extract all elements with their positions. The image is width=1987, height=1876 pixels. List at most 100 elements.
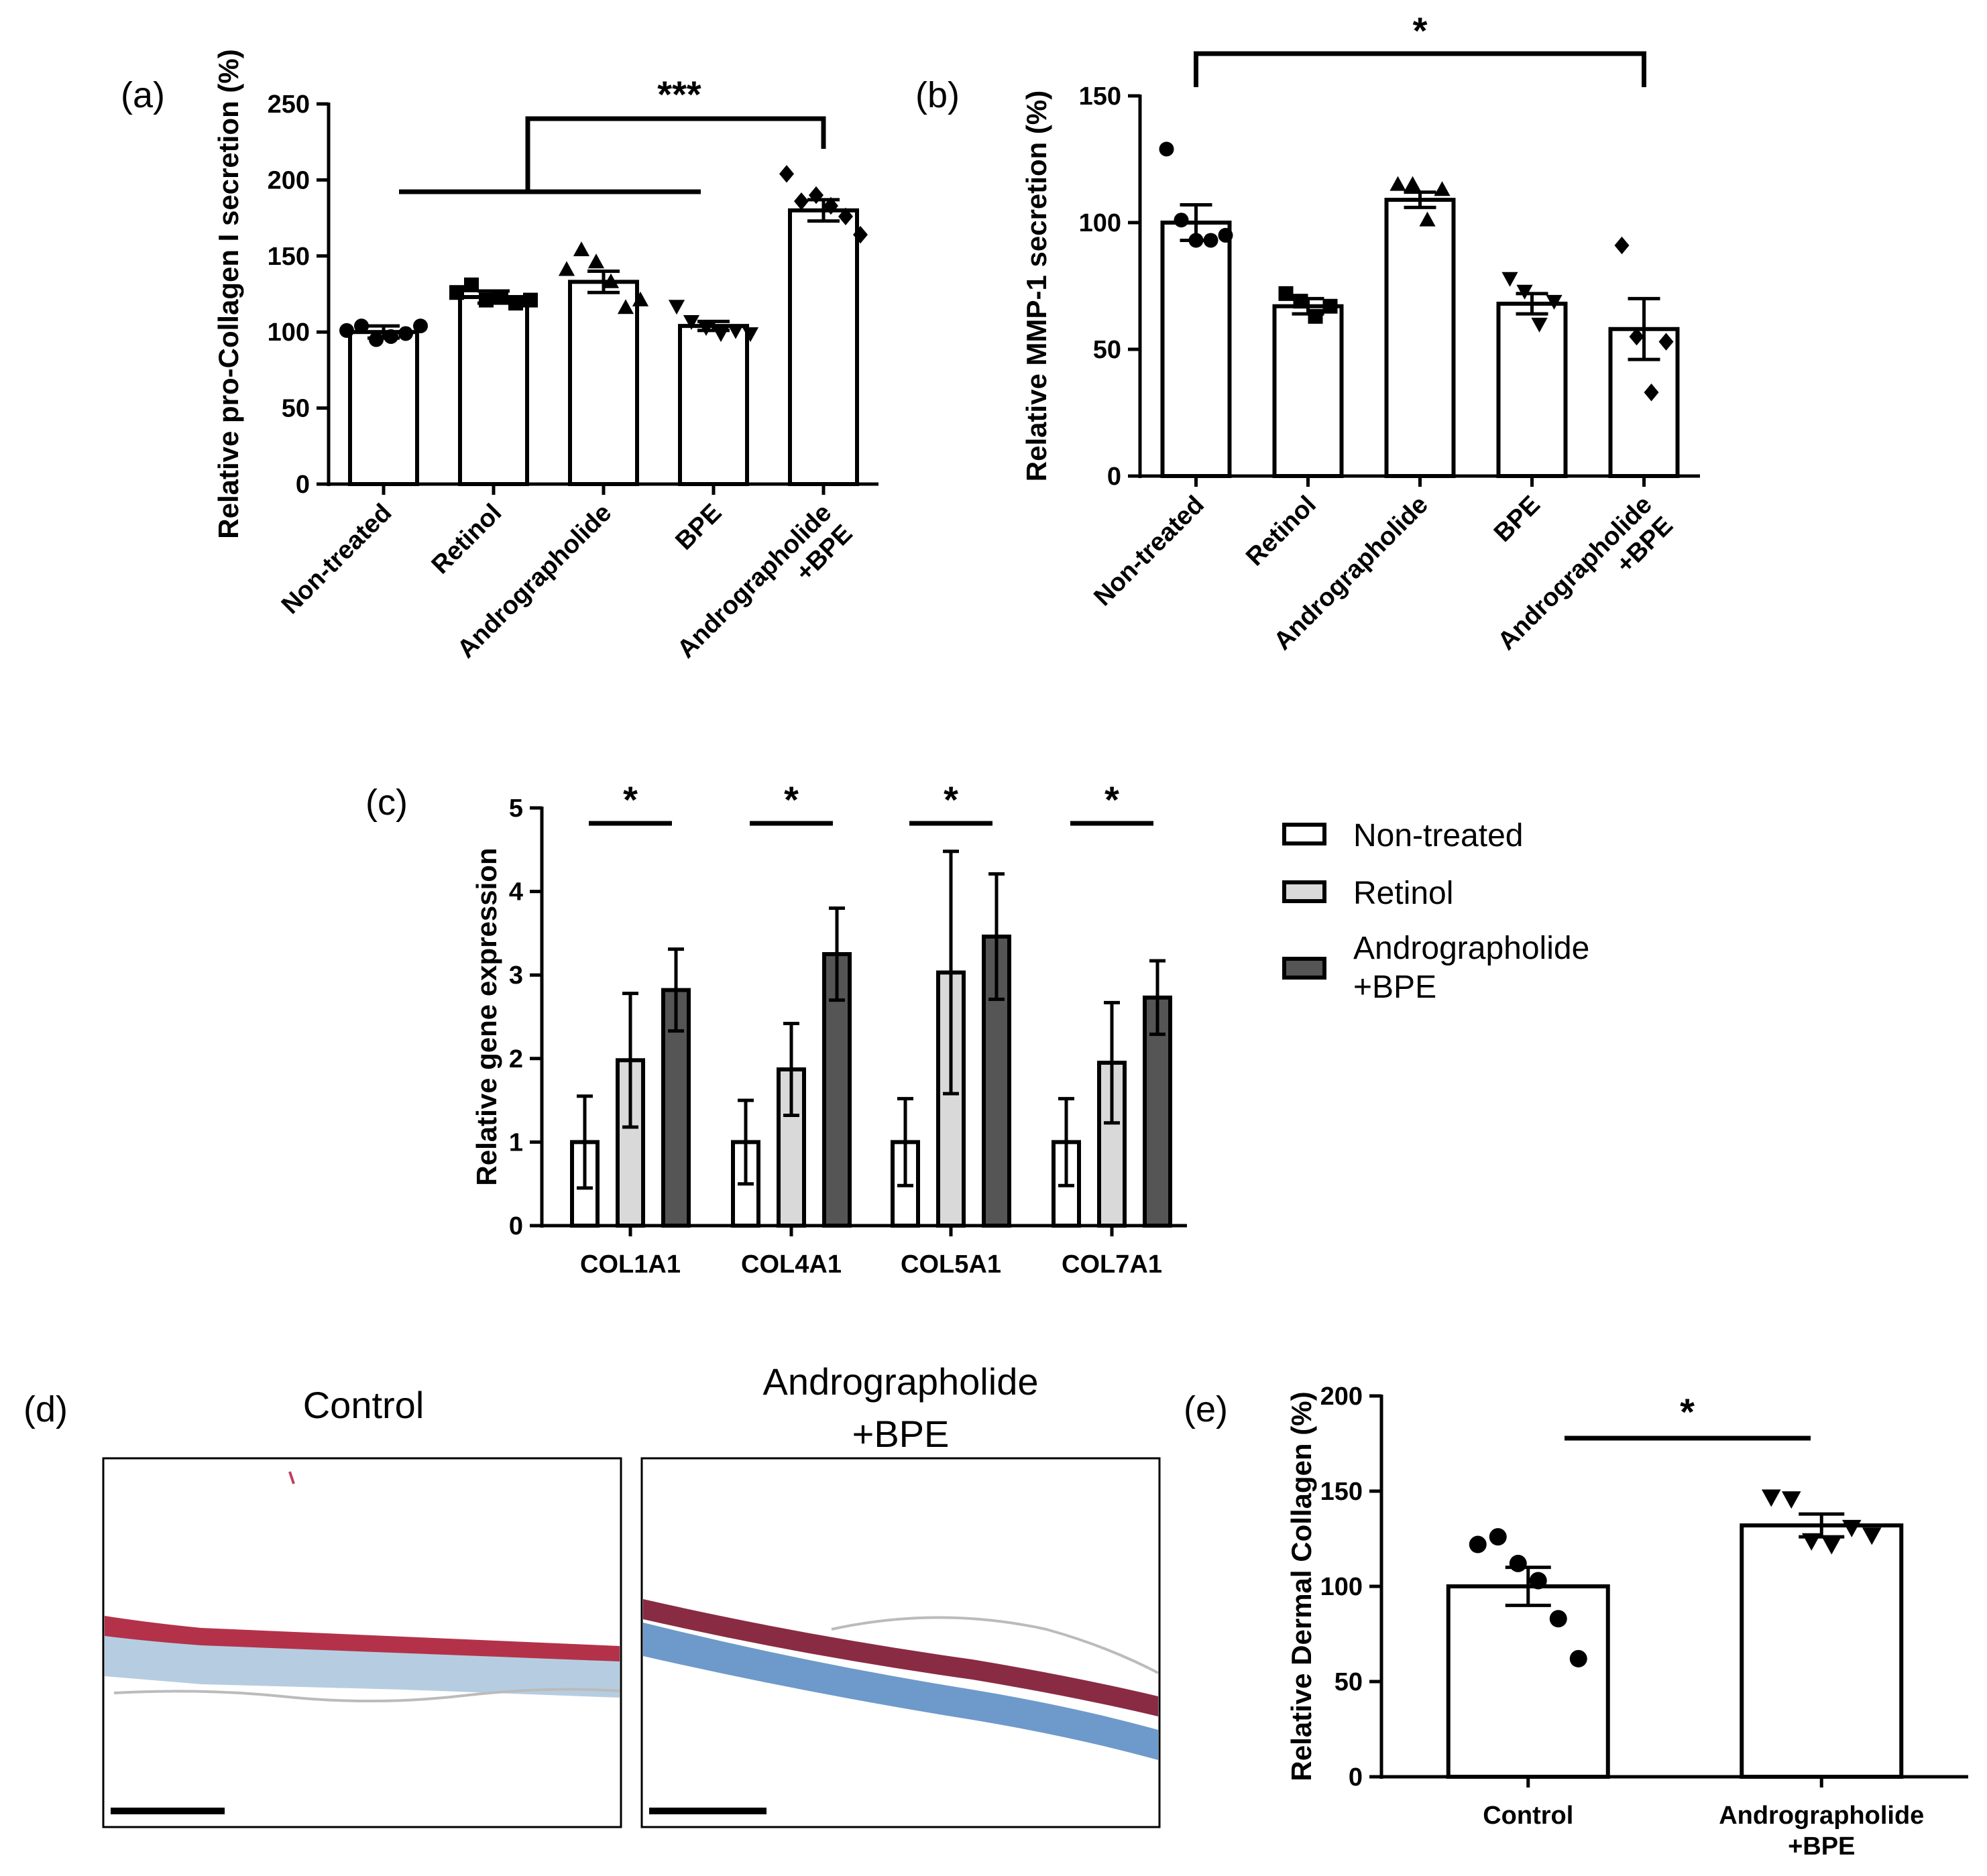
x-tick-label: BPE <box>1489 491 1546 548</box>
data-point <box>794 192 809 211</box>
data-point <box>1761 1489 1781 1507</box>
legend-swatch-non-treated <box>1282 823 1326 845</box>
data-point <box>1404 176 1421 191</box>
data-point <box>508 296 523 311</box>
control-epidermis-layer <box>105 1616 620 1661</box>
data-point <box>523 292 538 308</box>
y-tick-label: 100 <box>268 318 310 347</box>
legend-swatch-andrographolide-bpe <box>1282 957 1326 980</box>
data-point <box>398 326 413 341</box>
x-tick-label: COL7A1 <box>1062 1250 1162 1279</box>
data-point <box>853 225 868 244</box>
data-point <box>1501 272 1518 287</box>
micrograph-treated <box>640 1457 1161 1828</box>
x-tick-label: Andrographolide <box>1719 1802 1924 1830</box>
y-axis-title: Relative pro-Collagen I secretion (%) <box>213 49 244 539</box>
significance-bracket <box>525 116 826 192</box>
data-point <box>1821 1537 1841 1555</box>
data-point <box>602 273 620 288</box>
data-point <box>1569 1649 1587 1667</box>
data-point <box>1419 211 1436 227</box>
y-tick-label: 150 <box>1320 1478 1363 1506</box>
significance-label: * <box>623 778 638 821</box>
x-tick-label: Retinol <box>1241 491 1322 572</box>
data-point <box>1614 236 1630 255</box>
chart-b-mmp1: 0 50 100 150 Relative MMP-1 secretion (%) Non… <box>1021 9 1700 656</box>
data-point <box>464 277 479 292</box>
y-tick-label: 1 <box>509 1128 523 1157</box>
micrograph-title-treated-line1: Andrographolide <box>763 1360 1039 1403</box>
x-tick-label-line: Non-treated <box>276 499 397 620</box>
data-point <box>339 323 354 338</box>
data-point <box>1781 1491 1801 1509</box>
x-tick-label: Non-treated <box>276 499 397 620</box>
x-tick-label: BPE <box>670 499 727 556</box>
x-tick-label: COL5A1 <box>901 1250 1001 1279</box>
significance-label: * <box>784 778 799 821</box>
panel-label-e: (e) <box>1184 1389 1228 1429</box>
x-tick-label-line: Retinol <box>427 499 508 580</box>
data-point <box>384 329 398 345</box>
panel-label-d: (d) <box>23 1389 68 1429</box>
data-point <box>1174 213 1189 228</box>
data-point <box>1293 294 1308 309</box>
y-tick-label: 250 <box>268 91 310 119</box>
panel-label-a: (a) <box>121 75 165 115</box>
x-tick-label-line: BPE <box>670 499 727 556</box>
data-point <box>369 332 384 347</box>
y-tick-label: 0 <box>1107 463 1121 491</box>
data-point <box>1629 327 1644 346</box>
x-tick-label-line: Retinol <box>1241 491 1322 572</box>
data-point <box>1278 286 1294 301</box>
y-tick-label: 150 <box>1079 82 1121 111</box>
micrograph-title-treated-line2: +BPE <box>852 1413 950 1455</box>
legend-label-andrographolide-bpe: Andrographolide +BPE <box>1353 931 1599 1005</box>
x-tick-label: COL4A1 <box>741 1250 842 1279</box>
data-point <box>668 300 685 315</box>
bar <box>1272 304 1344 478</box>
y-tick-label: 50 <box>282 395 310 423</box>
data-point <box>1546 294 1563 310</box>
y-tick-label: 50 <box>1093 336 1121 364</box>
data-point <box>1841 1519 1862 1537</box>
control-dermis-layer <box>105 1635 620 1698</box>
y-tick-label: 100 <box>1320 1573 1363 1601</box>
data-point <box>1159 141 1174 157</box>
legend-label-retinol: Retinol <box>1353 876 1453 911</box>
data-point <box>1529 1572 1547 1590</box>
data-point <box>809 186 824 204</box>
data-point <box>683 314 700 330</box>
data-point <box>573 241 590 257</box>
y-tick-label: 100 <box>1079 209 1121 237</box>
data-point <box>617 299 634 314</box>
data-point <box>697 321 715 337</box>
data-point <box>413 318 428 334</box>
bar <box>458 295 529 486</box>
data-point <box>1549 1610 1567 1628</box>
x-tick-label: COL1A1 <box>580 1250 681 1279</box>
significance-label: * <box>1104 778 1119 821</box>
data-point <box>779 165 794 183</box>
bar <box>678 324 749 486</box>
x-tick-label: +BPE <box>1788 1832 1855 1861</box>
significance-bracket <box>1194 51 1646 87</box>
micrograph-control <box>102 1457 622 1828</box>
bar <box>788 208 859 486</box>
control-scale-bar <box>111 1808 225 1814</box>
y-tick-label: 0 <box>296 471 310 499</box>
bar <box>1496 301 1568 478</box>
control-debris-mark <box>288 1471 295 1484</box>
treated-dermis-layer <box>643 1623 1158 1760</box>
data-point <box>494 290 508 305</box>
micrograph-title-control: Control <box>303 1384 424 1426</box>
data-point <box>742 327 759 343</box>
data-point <box>1489 1528 1507 1546</box>
data-point <box>1308 308 1323 324</box>
data-point <box>1188 233 1204 248</box>
bar <box>1384 197 1456 478</box>
y-tick-label: 0 <box>509 1212 523 1240</box>
panel-label-b: (b) <box>915 75 960 115</box>
data-point <box>1469 1535 1487 1553</box>
